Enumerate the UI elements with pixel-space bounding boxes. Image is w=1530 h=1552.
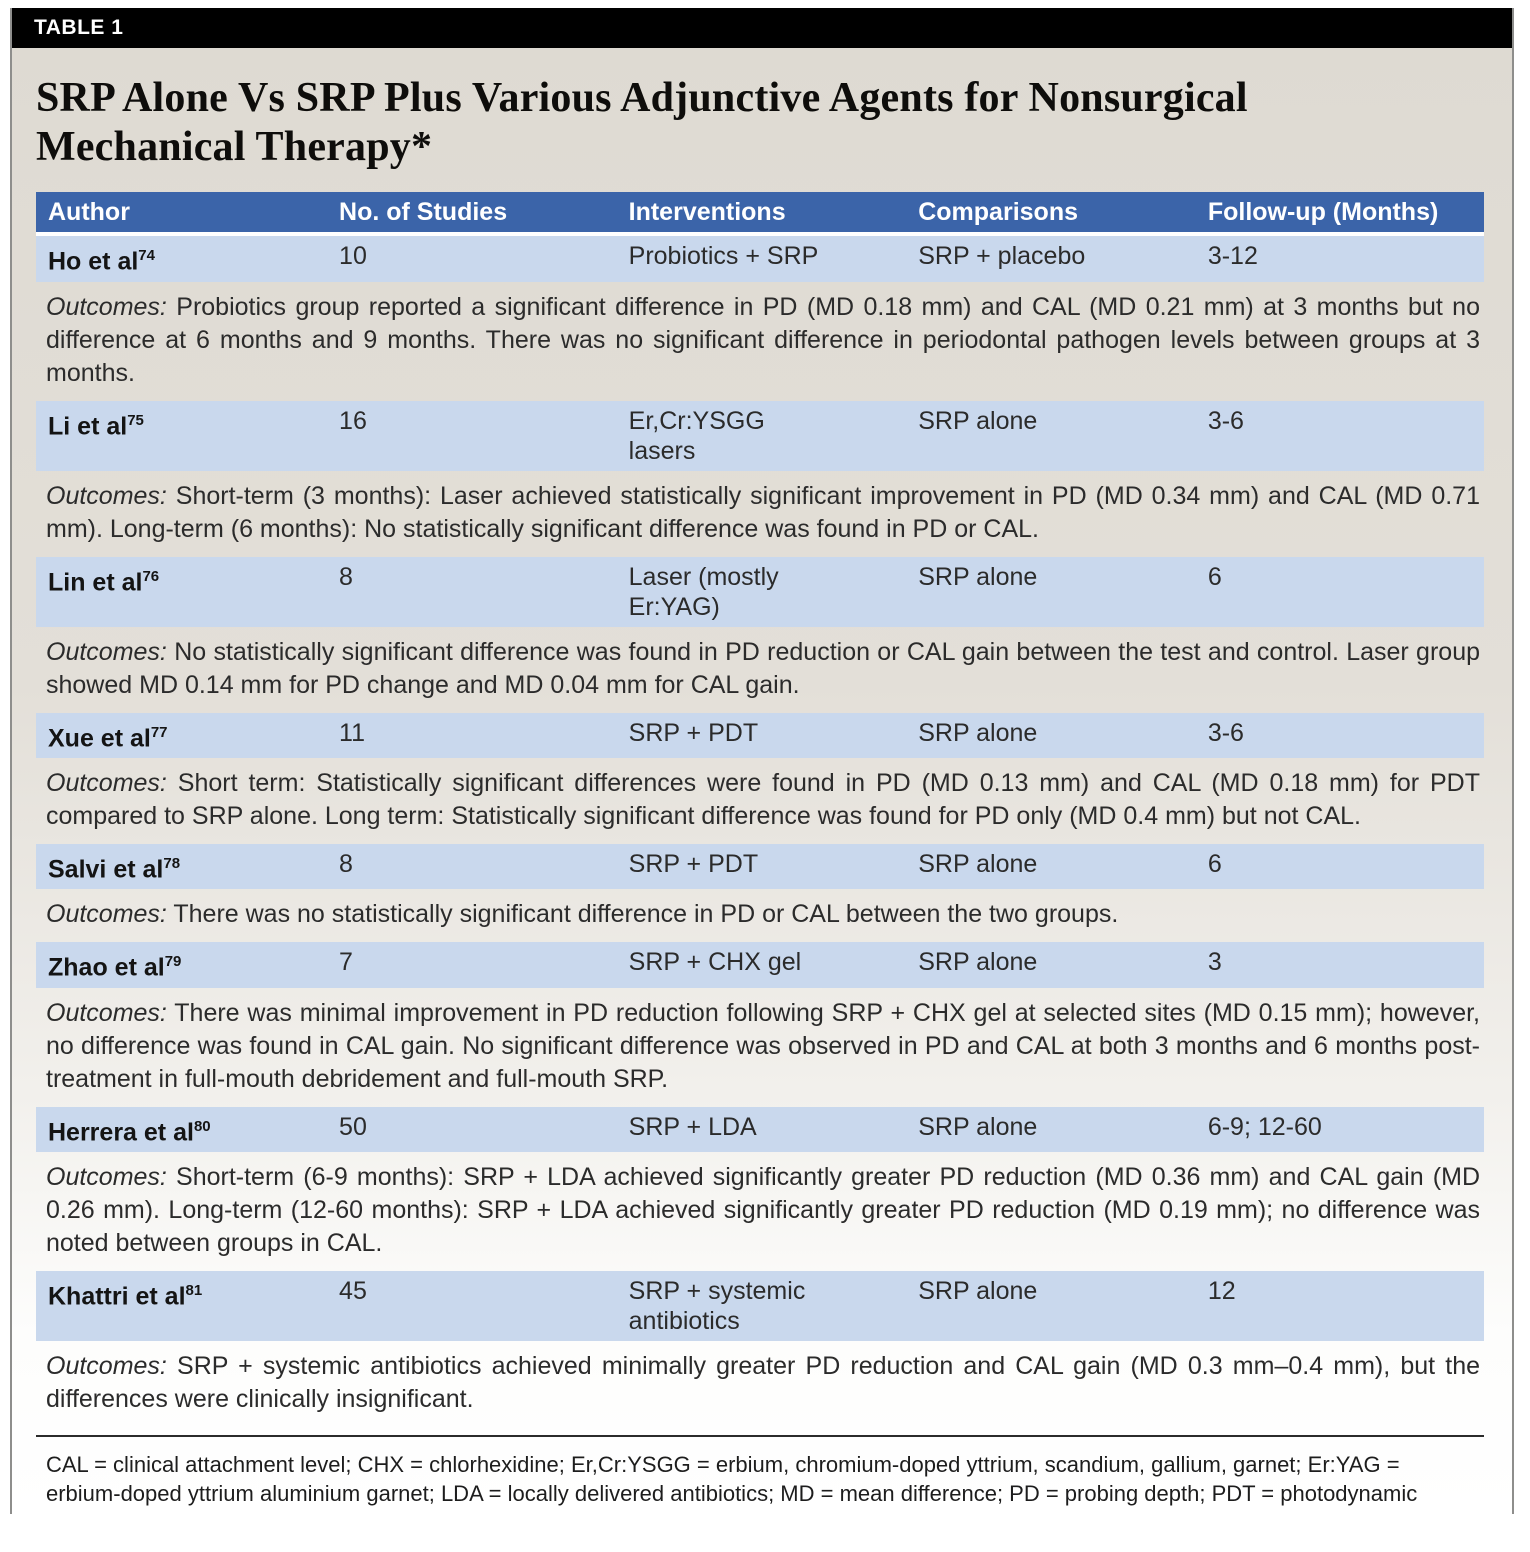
outcomes-row: Outcomes: There was minimal improvement … <box>36 988 1484 1107</box>
interventions-cell: SRP + CHX gel <box>628 948 802 977</box>
reference-superscript: 81 <box>185 1281 203 1299</box>
table-row: Lin et al76 8 Laser (mostly Er:YAG) SRP … <box>36 556 1484 627</box>
author-cell: Khattri et al81 <box>48 1281 203 1311</box>
followup-cell: 3 <box>1207 948 1222 977</box>
abbreviations-footnote: CAL = clinical attachment level; CHX = c… <box>46 1451 1418 1514</box>
comparisons-cell: SRP alone <box>918 562 1038 591</box>
outcomes-text: Short-term (3 months): Laser achieved st… <box>46 481 1480 543</box>
table-title: SRP Alone Vs SRP Plus Various Adjunctive… <box>36 74 1484 172</box>
table-row: Zhao et al79 7 SRP + CHX gel SRP alone 3 <box>36 942 1484 988</box>
interventions-cell: Laser (mostly Er:YAG) <box>628 562 779 621</box>
title-line-1: SRP Alone Vs SRP Plus Various Adjunctive… <box>36 75 1248 121</box>
author-cell: Xue et al77 <box>48 723 168 752</box>
outcomes-row: Outcomes: There was no statistically sig… <box>36 889 1484 942</box>
reference-superscript: 74 <box>138 247 155 265</box>
outcomes-text: There was minimal improvement in PD redu… <box>46 998 1480 1093</box>
comparisons-cell: SRP alone <box>918 1112 1038 1141</box>
comparisons-cell: SRP + placebo <box>918 242 1086 271</box>
outcomes-row: Outcomes: No statistically significant d… <box>36 627 1484 713</box>
table-number-label: TABLE 1 <box>34 16 124 39</box>
author-cell: Zhao et al79 <box>48 953 182 982</box>
reference-superscript: 79 <box>164 953 182 971</box>
outcomes-row: Outcomes: Probiotics group reported a si… <box>36 282 1484 401</box>
followup-cell: 12 <box>1207 1276 1236 1305</box>
studies-cell: 45 <box>339 1276 367 1305</box>
col-header-followup: Follow-up (Months) <box>1207 198 1439 227</box>
outcomes-label: Outcomes: <box>46 292 167 321</box>
author-cell: Li et al75 <box>48 411 144 440</box>
comparisons-cell: SRP alone <box>918 1276 1038 1305</box>
outcomes-label: Outcomes: <box>46 637 167 666</box>
outcomes-label: Outcomes: <box>46 481 167 510</box>
reference-superscript: 78 <box>163 854 181 872</box>
studies-cell: 8 <box>339 849 353 878</box>
outcomes-text: Short term: Statistically significant di… <box>46 768 1480 830</box>
studies-cell: 50 <box>339 1112 367 1141</box>
followup-cell: 3-6 <box>1207 406 1244 435</box>
comparisons-cell: SRP alone <box>918 948 1038 977</box>
followup-cell: 6-9; 12-60 <box>1207 1112 1322 1141</box>
footnote-divider <box>36 1434 1484 1437</box>
author-cell: Salvi et al78 <box>48 854 181 884</box>
table-row: Herrera et al80 50 SRP + LDA SRP alone 6… <box>36 1106 1484 1152</box>
outcomes-label: Outcomes: <box>46 768 167 797</box>
outcomes-row: Outcomes: Short term: Statistically sign… <box>36 758 1484 844</box>
interventions-cell: SRP + LDA <box>628 1112 757 1141</box>
outcomes-text: There was no statistically significant d… <box>173 900 1119 929</box>
interventions-cell: SRP + systemic antibiotics <box>628 1276 806 1335</box>
interventions-cell: SRP + PDT <box>628 849 759 878</box>
comparisons-cell: SRP alone <box>918 718 1038 747</box>
outcomes-row: Outcomes: Short-term (3 months): Laser a… <box>36 471 1484 557</box>
outcomes-label: Outcomes: <box>46 1351 167 1380</box>
interventions-cell: Probiotics + SRP <box>628 242 819 271</box>
outcomes-text: Short-term (6-9 months): SRP + LDA achie… <box>46 1162 1480 1257</box>
author-cell: Ho et al74 <box>48 247 155 276</box>
author-cell: Herrera et al80 <box>48 1117 211 1146</box>
reference-superscript: 80 <box>193 1117 211 1135</box>
studies-cell: 7 <box>339 948 353 977</box>
followup-cell: 6 <box>1207 849 1222 878</box>
col-header-comparisons: Comparisons <box>918 198 1078 227</box>
table-row: Ho et al74 10 Probiotics + SRP SRP + pla… <box>36 232 1484 282</box>
col-header-author: Author <box>48 198 130 227</box>
studies-cell: 10 <box>339 242 367 271</box>
outcomes-text: No statistically significant difference … <box>46 637 1480 699</box>
outcomes-text: Probiotics group reported a significant … <box>46 292 1480 387</box>
comparisons-cell: SRP alone <box>918 406 1038 435</box>
studies-cell: 16 <box>339 406 367 435</box>
followup-cell: 6 <box>1207 562 1222 591</box>
followup-cell: 3-6 <box>1207 718 1244 747</box>
table-row: Salvi et al78 8 SRP + PDT SRP alone 6 <box>36 843 1484 890</box>
followup-cell: 3-12 <box>1207 242 1258 271</box>
table-row: Xue et al77 11 SRP + PDT SRP alone 3-6 <box>36 712 1484 758</box>
outcomes-label: Outcomes: <box>46 998 167 1027</box>
table-row: Li et al75 16 Er,Cr:YSGG lasers SRP alon… <box>36 400 1484 471</box>
col-header-studies: No. of Studies <box>339 198 508 227</box>
interventions-cell: SRP + PDT <box>628 718 759 747</box>
reference-superscript: 75 <box>127 411 144 429</box>
reference-superscript: 77 <box>150 723 168 741</box>
comparisons-cell: SRP alone <box>918 849 1038 878</box>
title-line-2: Mechanical Therapy* <box>36 124 433 171</box>
outcomes-text: SRP + systemic antibiotics achieved mini… <box>46 1351 1480 1413</box>
outcomes-label: Outcomes: <box>46 900 167 929</box>
panel-content: SRP Alone Vs SRP Plus Various Adjunctive… <box>12 74 1512 1514</box>
outcomes-row: Outcomes: Short-term (6-9 months): SRP +… <box>36 1152 1484 1271</box>
data-table: Author No. of Studies Interventions Comp… <box>36 192 1484 1427</box>
outcomes-label: Outcomes: <box>46 1162 167 1191</box>
col-header-interventions: Interventions <box>628 198 786 227</box>
studies-cell: 8 <box>339 562 353 591</box>
table-row: Khattri et al81 45 SRP + systemic antibi… <box>36 1270 1484 1341</box>
table-header-row: Author No. of Studies Interventions Comp… <box>36 192 1484 233</box>
outcomes-row: Outcomes: SRP + systemic antibiotics ach… <box>36 1341 1484 1427</box>
table-number-bar: TABLE 1 <box>12 8 1512 48</box>
author-cell: Lin et al76 <box>48 567 160 596</box>
table-panel: TABLE 1 SRP Alone Vs SRP Plus Various Ad… <box>10 8 1514 1514</box>
interventions-cell: Er,Cr:YSGG lasers <box>628 406 765 465</box>
reference-superscript: 76 <box>142 567 160 585</box>
studies-cell: 11 <box>339 718 365 747</box>
